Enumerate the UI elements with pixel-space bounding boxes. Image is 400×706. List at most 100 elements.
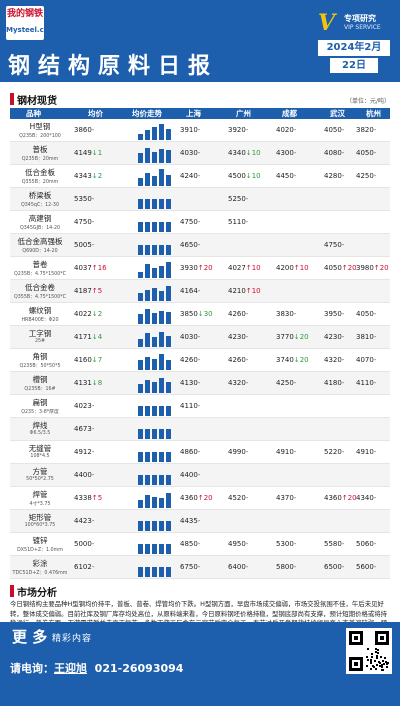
trend-bar: [166, 222, 171, 232]
trend-bar: [152, 567, 157, 577]
trend-bar: [138, 245, 143, 255]
contact-phone[interactable]: 021-26093094: [94, 662, 184, 675]
unit-note: （单位：元/吨）: [345, 98, 390, 105]
trend-bar: [145, 380, 150, 393]
city-change: ↑20: [341, 264, 357, 272]
city-value: 3910: [180, 126, 198, 134]
product-spec: Q235B：20mm: [21, 157, 59, 162]
avg-trend-chart: [136, 420, 176, 439]
trend-bar: [166, 312, 171, 324]
contact-line: 请电询：王迎旭 021-26093094: [10, 660, 183, 676]
city-change: -: [341, 333, 345, 341]
trend-bar: [159, 452, 164, 462]
city-value: 4500: [228, 172, 246, 180]
city-price: 5600-: [356, 563, 376, 571]
city-value: 3850: [180, 310, 198, 318]
city-change: -: [373, 494, 377, 502]
avg-trend-chart: [136, 443, 176, 462]
city-price: 4650-: [180, 241, 200, 249]
mysteel-logo: 我的钢铁 Mysteel.com: [6, 6, 56, 40]
city-price: 4080-: [324, 149, 344, 157]
city-value: 6400: [228, 563, 246, 571]
trend-bar: [152, 199, 157, 209]
qr-module: [373, 666, 375, 668]
avg-change: -: [91, 195, 95, 203]
trend-bar: [166, 475, 171, 485]
qr-finder-center: [354, 636, 358, 640]
city-value: 4990: [228, 448, 246, 456]
city-value: 4250: [276, 379, 294, 387]
city-value: 4320: [324, 356, 342, 364]
trend-bar: [138, 452, 143, 462]
city-price: 3770↓20: [276, 333, 309, 341]
trend-bar: [138, 272, 143, 278]
qr-module: [379, 665, 381, 667]
city-price: 4280-: [324, 172, 344, 180]
product-name: 镀锌: [32, 536, 48, 545]
avg-value: 4023: [74, 402, 92, 410]
avg-value: 4912: [74, 448, 92, 456]
city-price: 4260-: [180, 356, 200, 364]
city-change: -: [373, 448, 377, 456]
avg-trend-chart: [136, 167, 176, 186]
trend-bar: [145, 290, 150, 301]
city-value: 4164: [180, 287, 198, 295]
city-change: -: [341, 563, 345, 571]
qr-module: [378, 661, 380, 663]
table-row: 螺纹钢 HRB400E：Φ20 4022↓2 3850↓30 4260- 3830- 395…: [10, 303, 390, 326]
city-value: 4320: [228, 379, 246, 387]
city-price: 3910-: [180, 126, 200, 134]
avg-trend-chart: [136, 282, 176, 301]
city-value: 4360: [324, 494, 342, 502]
trend-bar: [166, 360, 171, 370]
city-value: 4030: [180, 333, 198, 341]
city-change: -: [245, 494, 249, 502]
city-value: 3950: [324, 310, 342, 318]
city-change: -: [197, 563, 201, 571]
trend-bar: [152, 245, 157, 255]
spot-section-header: 钢材现货: [10, 92, 57, 107]
product-spec: Q355B：4.75*1500*C: [13, 295, 67, 300]
avg-price: 6102-: [74, 563, 94, 571]
trend-bar: [145, 495, 150, 508]
city-value: 4070: [356, 356, 374, 364]
city-value: 4050: [324, 264, 342, 272]
trend-bar: [159, 521, 164, 531]
city-value: 4050: [356, 149, 374, 157]
city-value: 5300: [276, 540, 294, 548]
avg-value: 4037: [74, 264, 92, 272]
city-change: -: [245, 448, 249, 456]
city-change: -: [245, 126, 249, 134]
city-value: 4400: [180, 471, 198, 479]
avg-change: ↑5: [91, 287, 103, 295]
city-change: -: [293, 379, 297, 387]
qr-module: [370, 659, 372, 661]
city-price: 5220-: [324, 448, 344, 456]
city-price: 4110-: [356, 379, 376, 387]
city-value: 5580: [324, 540, 342, 548]
city-value: 3980: [356, 264, 374, 272]
trend-bar: [145, 130, 150, 140]
trend-bar: [145, 357, 150, 370]
trend-bar: [152, 452, 157, 462]
qr-code[interactable]: [346, 628, 392, 674]
product-name: 矩形管: [28, 513, 52, 522]
trend-bar: [159, 544, 164, 554]
city-change: -: [341, 126, 345, 134]
city-change: -: [293, 172, 297, 180]
table-row: 方管 50*50*2.75 4400- 4400-: [10, 464, 390, 487]
product-name: 高建钢: [28, 214, 52, 223]
avg-change: ↑5: [91, 494, 103, 502]
qr-module: [376, 655, 378, 657]
city-change: -: [245, 540, 249, 548]
table-row: 彩涂 TDC51D+Z：0.476mm 6102- 6750- 6400- 5800- 65…: [10, 556, 390, 579]
product-spec: HRB400E：Φ20: [21, 318, 59, 323]
city-price: 5300-: [276, 540, 296, 548]
trend-bar: [159, 222, 164, 232]
trend-bar: [145, 567, 150, 577]
city-change: -: [293, 540, 297, 548]
product-name: 低合金板: [25, 168, 55, 177]
city-price: 5580-: [324, 540, 344, 548]
avg-price: 4171↓4: [74, 333, 102, 341]
city-change: -: [341, 310, 345, 318]
